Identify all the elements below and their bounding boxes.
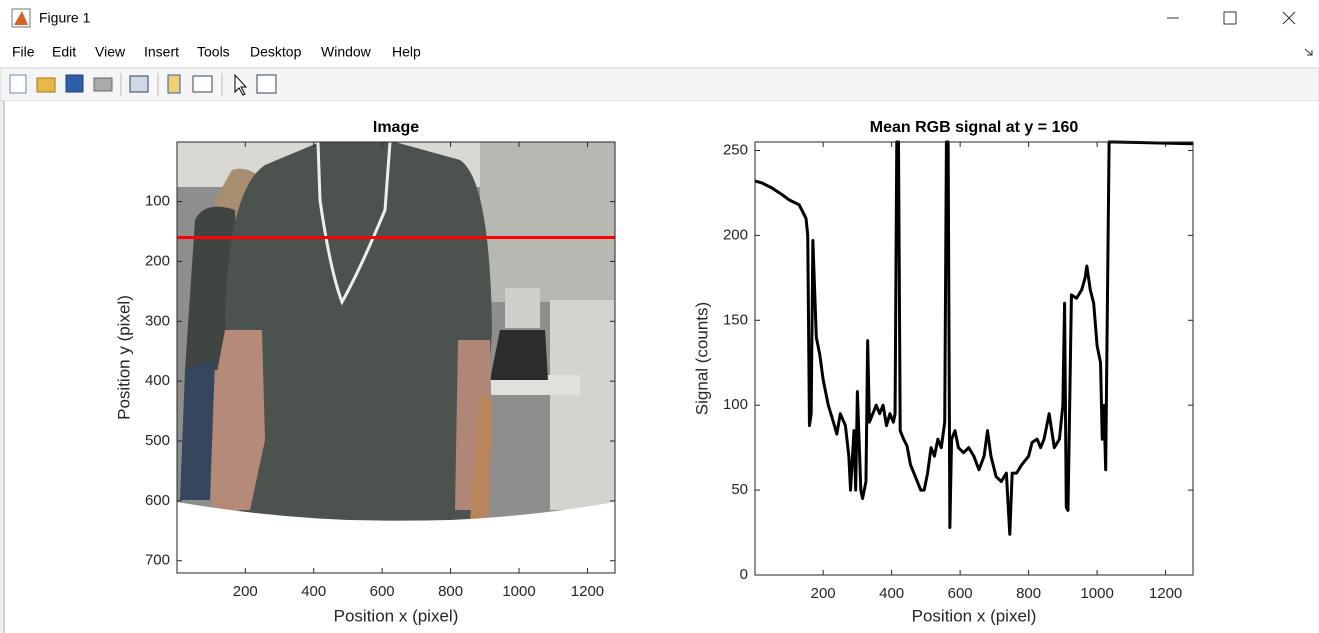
dock-arrow[interactable] [1304,48,1313,56]
menu-item[interactable]: File [12,44,35,60]
axes-title: Image [373,119,419,136]
maximize-button[interactable] [1223,11,1237,25]
y-tick-label: 100 [145,193,170,210]
menu-item[interactable]: View [95,44,126,60]
menu-item[interactable]: Edit [52,44,76,60]
x-tick-label: 600 [948,585,973,602]
y-tick-label: 100 [723,396,748,413]
toolbar-icons[interactable] [9,73,277,96]
legend-icon[interactable] [192,75,213,93]
x-axis-label: Position x (pixel) [912,606,1037,625]
menu-item[interactable]: Help [392,44,421,60]
photo [177,142,615,573]
y-tick-label: 250 [723,141,748,158]
x-tick-label: 1200 [571,583,604,600]
x-tick-label: 800 [1016,585,1041,602]
print-icon[interactable] [93,77,113,92]
x-tick-label: 600 [370,583,395,600]
x-tick-label: 400 [879,585,904,602]
title-bar [0,0,1319,38]
x-tick-label: 200 [811,585,836,602]
x-tick-label: 400 [301,583,326,600]
x-tick-label: 1000 [1080,585,1113,602]
signal-line [754,140,1194,536]
menu-item[interactable]: Desktop [250,44,302,60]
menu-bar [0,38,1319,68]
x-axis-label: Position x (pixel) [334,606,459,625]
y-tick-label: 50 [731,481,748,498]
export-icon[interactable] [129,75,149,93]
y-tick-label: 400 [145,372,170,389]
new-icon[interactable] [9,74,27,94]
property-icon[interactable] [256,74,277,94]
y-tick-label: 200 [723,226,748,243]
menu-item[interactable]: Tools [197,44,230,60]
window-title: Figure 1 [39,10,91,26]
y-tick-label: 200 [145,252,170,269]
app-icon [11,8,31,28]
axes-box [176,141,616,574]
pointer-icon[interactable] [234,73,248,96]
x-tick-label: 200 [233,583,258,600]
y-tick-label: 700 [145,552,170,569]
menu-item[interactable]: Insert [144,44,179,60]
menu-items: File Edit View Insert Tools Desktop Window Help [12,44,421,60]
axes-box [754,141,1194,576]
close-button[interactable] [1282,11,1296,25]
y-tick-label: 500 [145,432,170,449]
window-controls[interactable] [1167,11,1296,25]
menu-item[interactable]: Window [321,44,372,60]
y-tick-label: 300 [145,312,170,329]
x-tick-label: 1000 [502,583,535,600]
x-tick-label: 1200 [1149,585,1182,602]
y-tick-label: 150 [723,311,748,328]
x-tick-label: 800 [438,583,463,600]
open-icon[interactable] [36,77,56,93]
save-icon[interactable] [65,74,84,93]
y-tick-label: 0 [740,566,748,583]
colorbar-icon[interactable] [167,74,181,94]
toolbar [0,67,1319,102]
y-axis-label: Position y (pixel) [114,295,133,420]
axes-title: Mean RGB signal at y = 160 [870,119,1079,136]
y-tick-label: 600 [145,492,170,509]
y-axis-label: Signal (counts) [692,302,711,415]
